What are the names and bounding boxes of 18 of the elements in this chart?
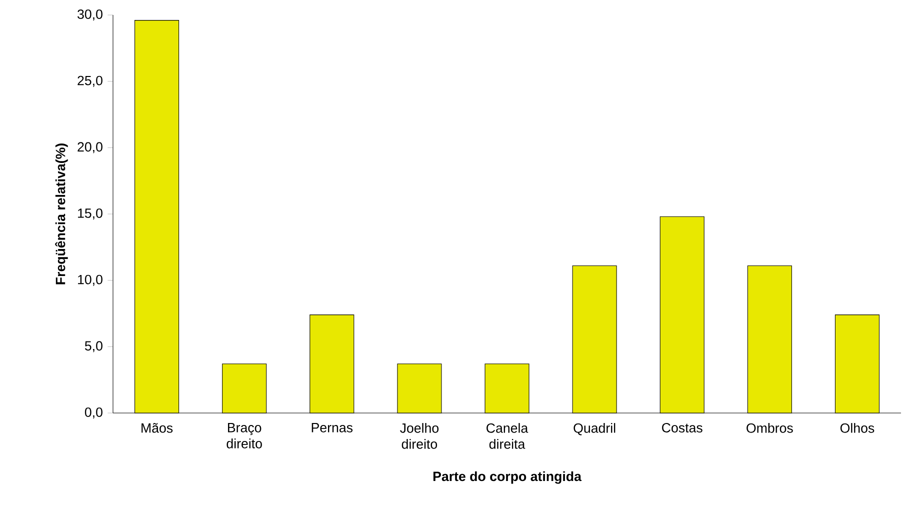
- x-tick-label: Canela direita: [486, 423, 528, 449]
- y-tick-label: 30,0: [78, 9, 102, 21]
- x-tick-label: Braço direito: [226, 423, 262, 448]
- x-axis-title: Parte do corpo atingida: [433, 471, 582, 484]
- y-tick-label: 5,0: [84, 341, 102, 352]
- x-tick-label: Ombros: [746, 423, 793, 433]
- x-tick-label: Mãos: [142, 423, 173, 433]
- y-tick-label: 25,0: [78, 76, 102, 87]
- y-tick-label: 20,0: [78, 142, 102, 154]
- x-tick-label: Quadril: [574, 423, 616, 436]
- y-axis-title: Freqüência relativa(%): [55, 144, 68, 284]
- x-tick-label: Joelho direito: [400, 423, 439, 449]
- y-tick-label: 10,0: [78, 274, 102, 286]
- x-tick-label: Costas: [662, 423, 702, 432]
- y-tick-label: 15,0: [78, 208, 102, 220]
- x-tick-label: Pernas: [312, 423, 353, 432]
- x-tick-label: Olhos: [840, 423, 874, 433]
- y-tick-label: 0,0: [84, 407, 102, 419]
